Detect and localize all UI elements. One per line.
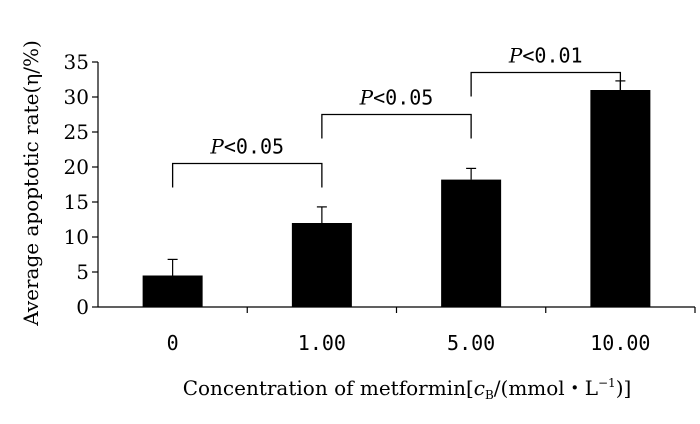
y-tick-label: 35: [64, 50, 89, 74]
x-axis-label-suffix: )]: [616, 376, 632, 400]
x-tick-label: 0: [167, 331, 179, 355]
x-tick-label: 1.00: [298, 331, 346, 355]
x-axis-label-middle: /(mmol・L: [494, 376, 598, 400]
y-tick-label: 15: [64, 190, 89, 214]
y-tick-label: 25: [64, 120, 89, 144]
significance-label: P<0.05: [209, 135, 284, 159]
x-axis-label: Concentration of metformin[cB/(mmol・L−1)…: [183, 376, 632, 402]
y-tick-label: 0: [76, 295, 89, 319]
bar: [441, 179, 502, 307]
y-tick-label: 30: [64, 85, 89, 109]
x-axis-label-symbol: c: [474, 376, 485, 400]
bar: [142, 275, 203, 307]
significance-label: P<0.01: [508, 44, 583, 68]
significance-annotations: P<0.05 P<0.05 P<0.01: [171, 44, 622, 188]
bars: [142, 90, 651, 307]
y-tick-label: 10: [64, 225, 89, 249]
y-tick-label: 5: [76, 260, 89, 284]
x-axis-label-superscript: −1: [598, 376, 616, 390]
x-tick-label: 5.00: [447, 331, 495, 355]
significance-label: P<0.05: [359, 86, 434, 110]
bar: [590, 90, 651, 307]
x-axis-label-prefix: Concentration of metformin[: [183, 376, 474, 400]
x-axis-label-subscript: B: [485, 388, 494, 402]
significance-bracket: [321, 113, 472, 139]
x-tick-label: 10.00: [590, 331, 650, 355]
significance-bracket: [171, 162, 323, 188]
bar: [291, 223, 352, 307]
x-axis-ticks: 0 1.00 5.00 10.00: [167, 307, 696, 355]
y-axis-ticks: 0 5 10 15 20 25 30 35: [64, 50, 98, 319]
y-tick-label: 20: [64, 155, 89, 179]
significance-bracket: [470, 71, 622, 97]
error-bars: [167, 80, 626, 276]
y-axis-label: Average apoptotic rate(η/%): [19, 40, 43, 327]
